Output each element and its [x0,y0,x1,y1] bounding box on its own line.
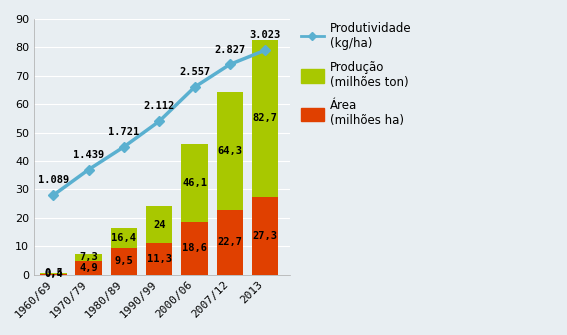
Bar [111,248,137,275]
Bar [252,197,278,275]
Text: 82,7: 82,7 [252,114,278,123]
Text: 1.439: 1.439 [73,150,104,159]
Bar [217,92,243,275]
Text: 64,3: 64,3 [217,146,242,156]
Text: 1.721: 1.721 [108,127,139,137]
Bar [181,222,208,275]
Legend: Produtividade
(kg/ha), Produção
(milhões ton), Área
(milhões ha): Produtividade (kg/ha), Produção (milhões… [298,20,414,130]
Text: 27,3: 27,3 [252,231,278,241]
Bar [40,273,66,275]
Text: 22,7: 22,7 [217,238,242,248]
Text: 0,5: 0,5 [44,268,63,278]
Bar [75,254,102,275]
Text: 7,3: 7,3 [79,252,98,262]
Text: 24: 24 [153,219,166,229]
Text: 11,3: 11,3 [147,254,172,264]
Text: 2.827: 2.827 [214,45,246,55]
Text: 2.112: 2.112 [143,101,175,111]
Text: 0,4: 0,4 [44,269,63,279]
Bar [217,210,243,275]
Text: 3.023: 3.023 [249,30,281,40]
Text: 9,5: 9,5 [115,256,133,266]
Bar [181,144,208,275]
Bar [111,228,137,275]
Text: 1.089: 1.089 [38,175,69,185]
Text: 18,6: 18,6 [182,243,207,253]
Bar [75,261,102,275]
Bar [40,273,66,275]
Bar [146,206,172,275]
Bar [146,243,172,275]
Text: 4,9: 4,9 [79,263,98,273]
Text: 46,1: 46,1 [182,178,207,188]
Text: 16,4: 16,4 [112,233,137,243]
Bar [252,40,278,275]
Text: 2.557: 2.557 [179,67,210,77]
